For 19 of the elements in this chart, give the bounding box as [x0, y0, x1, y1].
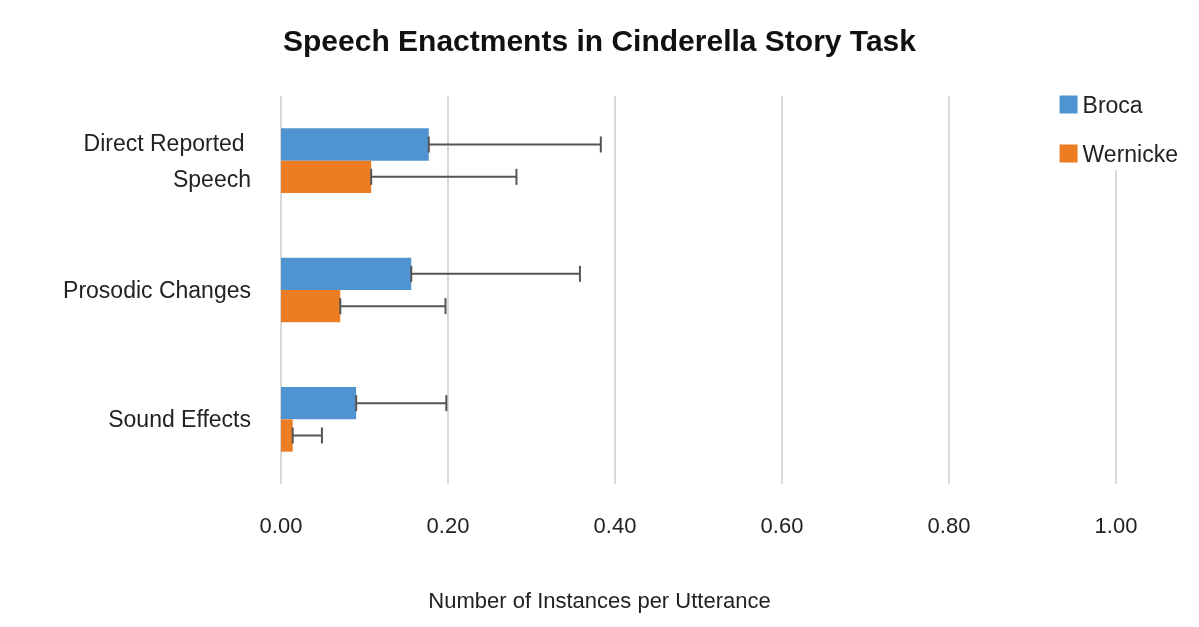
- bar: [281, 290, 341, 323]
- x-tick-label: 0.20: [426, 512, 470, 538]
- bar: [281, 160, 372, 193]
- y-tick-label: Sound Effects: [108, 406, 251, 433]
- x-tick-label: 0.80: [927, 512, 971, 538]
- x-tick-label: 1.00: [1094, 512, 1138, 538]
- bar: [281, 257, 412, 290]
- legend-label: Wernicke: [1082, 140, 1178, 167]
- x-tick-label: 0.00: [259, 512, 303, 538]
- y-tick-label: Prosodic Changes: [63, 277, 251, 303]
- bar: [281, 387, 357, 420]
- bar: [281, 419, 293, 452]
- chart-title: Speech Enactments in Cinderella Story Task: [283, 23, 917, 57]
- legend-label: Broca: [1082, 91, 1143, 118]
- x-axis-title: Number of Instances per Utterance: [428, 587, 771, 613]
- x-tick-label: 0.40: [593, 512, 637, 538]
- bar: [281, 128, 429, 161]
- x-tick-label: 0.60: [760, 512, 804, 538]
- y-tick-label: Direct Reported Speech: [83, 129, 251, 192]
